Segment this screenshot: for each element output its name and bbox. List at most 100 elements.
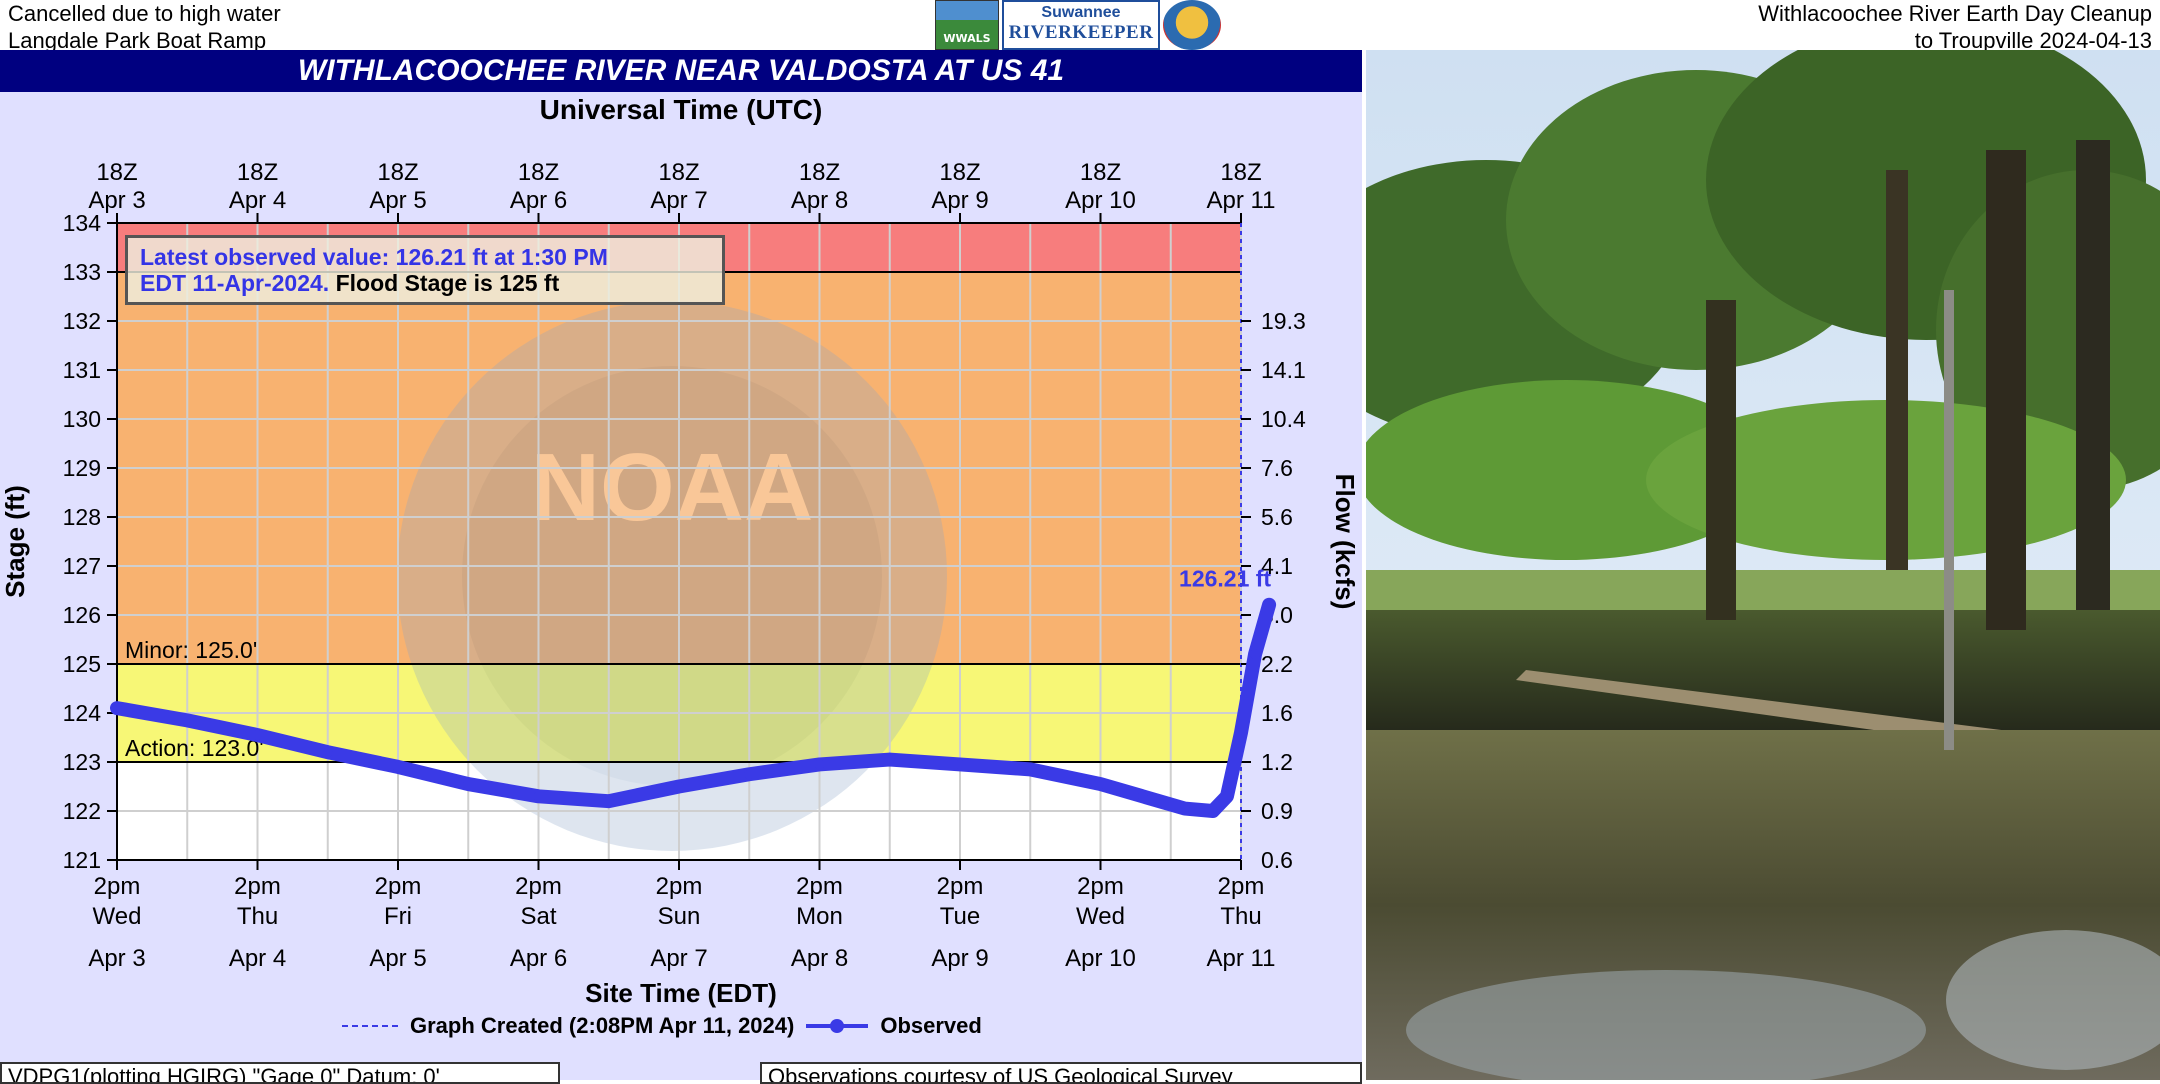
y2-axis-title: Flow (kcfs) — [1330, 474, 1360, 610]
series-observed-point — [1137, 791, 1148, 802]
bottom-tick-date: Apr 10 — [1065, 945, 1136, 972]
x-axis-title: Site Time (EDT) — [585, 978, 777, 1008]
top-tick-date: Apr 5 — [369, 187, 426, 214]
series-observed-point — [1250, 649, 1261, 660]
threshold-label: Minor: 125.0' — [125, 637, 257, 663]
flow-tick-label: 0.9 — [1261, 798, 1293, 824]
series-observed-line — [110, 597, 1277, 818]
series-observed-point — [744, 769, 755, 780]
series-observed-point — [1095, 779, 1106, 790]
y-tick-label: 129 — [63, 455, 101, 481]
threshold-label: Action: 123.0' — [125, 735, 264, 761]
y-tick-label: 132 — [63, 308, 101, 334]
top-tick-date: Apr 6 — [510, 187, 567, 214]
top-tick-hour: 18Z — [237, 159, 278, 186]
svg-text:NOAA: NOAA — [531, 434, 814, 541]
top-tick-date: Apr 4 — [229, 187, 286, 214]
top-tick-hour: 18Z — [658, 159, 699, 186]
legend-created-label: Graph Created (2:08PM Apr 11, 2024) — [410, 1013, 795, 1038]
bottom-tick-time: 2pm — [937, 873, 984, 900]
flow-tick-label: 10.4 — [1261, 406, 1306, 432]
flow-tick-label: 5.6 — [1261, 504, 1293, 530]
flow-tick-label: 2.2 — [1261, 651, 1293, 677]
top-axis-title: Universal Time (UTC) — [539, 94, 823, 125]
top-tick-date: Apr 8 — [791, 187, 848, 214]
series-observed-point — [674, 781, 684, 792]
hydrograph-panel: WITHLACOOCHEE RIVER NEAR VALDOSTA AT US … — [0, 50, 1362, 1084]
top-tick-hour: 18Z — [96, 159, 137, 186]
top-tick-hour: 18Z — [518, 159, 559, 186]
top-tick-hour: 18Z — [939, 159, 980, 186]
bottom-tick-day: Thu — [1220, 903, 1261, 930]
hydrograph-chart: NOAA Minor: 125.0' Action: 123.0' 121 122 1… — [0, 159, 1360, 972]
top-tick-date: Apr 10 — [1065, 187, 1136, 214]
series-observed-point — [463, 779, 474, 790]
bottom-tick-time: 2pm — [1077, 873, 1124, 900]
header-left: Cancelled due to high water Langdale Par… — [8, 0, 281, 54]
series-observed-point — [1207, 806, 1218, 816]
bottom-tick-time: 2pm — [234, 873, 281, 900]
header-left-line2: Langdale Park Boat Ramp — [8, 27, 281, 54]
top-tick-date: Apr 7 — [650, 187, 707, 214]
legend-created-swatch — [342, 1025, 398, 1027]
bottom-tick-time: 2pm — [375, 873, 422, 900]
bottom-tick-day: Fri — [384, 903, 412, 930]
bottom-tick-time: 2pm — [94, 873, 141, 900]
top-tick-hour: 18Z — [377, 159, 418, 186]
wwals-logo: WWALS — [935, 0, 999, 50]
bottom-tick-time: 2pm — [515, 873, 562, 900]
noaa-watermark: NOAA — [397, 301, 947, 851]
seal-logo — [1163, 0, 1221, 50]
top-tick-hour: 18Z — [1220, 159, 1261, 186]
flow-tick-label: 4.1 — [1261, 553, 1293, 579]
header-right: Withlacoochee River Earth Day Cleanup to… — [1758, 0, 2152, 54]
y-tick-label: 128 — [63, 504, 101, 530]
series-observed-point — [955, 759, 965, 770]
series-observed-point — [1025, 764, 1036, 775]
y-tick-label: 126 — [63, 602, 101, 628]
flow-tick-label: 19.3 — [1261, 308, 1306, 334]
bottom-tick-day: Tue — [940, 903, 980, 930]
logo-strip: WWALS Suwannee RIVERKEEPER — [935, 0, 1221, 50]
bottom-tick-date: Apr 5 — [369, 945, 426, 972]
riverkeeper-logo: Suwannee RIVERKEEPER — [1002, 0, 1160, 50]
series-observed-point — [1221, 791, 1232, 802]
bottom-tick-time: 2pm — [796, 873, 843, 900]
bottom-tick-date: Apr 8 — [791, 945, 848, 972]
flow-tick-label: 0.6 — [1261, 847, 1293, 873]
series-observed-point — [1264, 599, 1275, 610]
bottom-tick-time: 2pm — [656, 873, 703, 900]
bottom-tick-day: Sat — [520, 903, 556, 930]
flow-tick-label: 1.2 — [1261, 749, 1293, 775]
riverkeeper-logo-line1: Suwannee — [1041, 4, 1121, 21]
footer-datum: VDPG1(plotting HGIRG) "Gage 0" Datum: 0' — [0, 1062, 560, 1084]
latest-value-label: 126.21 ft — [1179, 566, 1271, 592]
bottom-tick-date: Apr 11 — [1207, 945, 1276, 972]
bottom-tick-day: Wed — [1076, 903, 1125, 930]
series-observed-point — [884, 754, 895, 765]
bottom-tick-day: Mon — [796, 903, 843, 930]
flow-tick-label: 14.1 — [1261, 357, 1306, 383]
top-tick-date: Apr 9 — [931, 187, 988, 214]
series-observed-point — [603, 796, 614, 807]
y-tick-label: 121 — [63, 847, 101, 873]
series-observed-point — [252, 730, 263, 741]
header-right-line1: Withlacoochee River Earth Day Cleanup — [1758, 0, 2152, 27]
latest-value-line1: Latest observed value: 126.21 ft at 1:30… — [140, 244, 608, 270]
y-tick-label: 122 — [63, 798, 101, 824]
river-photo — [1366, 50, 2160, 1080]
legend: Graph Created (2:08PM Apr 11, 2024) Obse… — [340, 1013, 982, 1039]
series-observed-point — [393, 761, 403, 772]
y-tick-label: 125 — [63, 651, 101, 677]
series-observed-point — [182, 715, 193, 726]
chart-title: WITHLACOOCHEE RIVER NEAR VALDOSTA AT US … — [0, 50, 1362, 92]
bottom-tick-time: 2pm — [1218, 873, 1265, 900]
series-observed-point — [1236, 727, 1246, 738]
series-observed-point — [112, 703, 122, 714]
y-tick-label: 134 — [63, 210, 102, 236]
series-observed-point — [814, 759, 825, 770]
bottom-tick-day: Wed — [93, 903, 142, 930]
flow-tick-label: 7.6 — [1261, 455, 1293, 481]
y-tick-label: 130 — [63, 406, 101, 432]
bottom-tick-day: Sun — [658, 903, 701, 930]
